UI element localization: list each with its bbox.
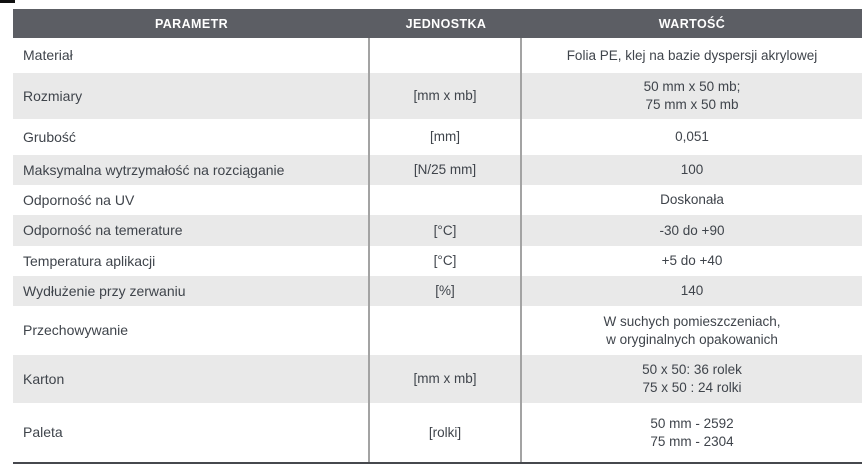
cell-wartosc: 100 xyxy=(522,155,862,185)
cell-wartosc: 50 mm - 2592 75 mm - 2304 xyxy=(522,403,862,462)
wartosc-line: 140 xyxy=(680,283,704,299)
cell-parametr: Paleta xyxy=(13,403,370,462)
jednostka-label: [mm x mb] xyxy=(413,88,477,104)
wartosc-line: 0,051 xyxy=(675,129,709,145)
column-header-jednostka: JEDNOSTKA xyxy=(405,16,487,31)
cell-wartosc: W suchych pomieszczeniach, w oryginalnych… xyxy=(522,306,862,355)
cell-wartosc: 140 xyxy=(522,276,862,306)
column-header-wartosc: WARTOŚĆ xyxy=(658,16,726,31)
cell-parametr: Materiał xyxy=(13,38,370,73)
parametr-label: Odporność na temerature xyxy=(23,222,183,239)
wartosc-line: +5 do +40 xyxy=(661,253,723,269)
column-header-parametr: PARAMETR xyxy=(154,16,229,31)
parametr-label: Paleta xyxy=(23,424,63,441)
table-row: Wydłużenie przy zerwaniu [%] 140 xyxy=(13,276,862,306)
cell-parametr: Karton xyxy=(13,355,370,403)
wartosc-line: w oryginalnych opakowanich xyxy=(606,331,778,347)
jednostka-label: [rolki] xyxy=(428,424,462,440)
cell-jednostka: [%] xyxy=(370,276,522,306)
parametr-label: Maksymalna wytrzymałość na rozciąganie xyxy=(23,161,285,178)
parametr-label: Karton xyxy=(23,370,65,387)
wartosc-line: 75 mm x 50 mb xyxy=(645,97,739,112)
jednostka-label: [°C] xyxy=(433,222,457,238)
cell-jednostka: [mm x mb] xyxy=(370,355,522,403)
cell-jednostka: [mm] xyxy=(370,119,522,155)
cell-jednostka xyxy=(370,306,522,355)
parametr-label: Temperatura aplikacji xyxy=(23,252,156,269)
wartosc-line: 75 mm - 2304 xyxy=(650,433,734,449)
table-row: Karton [mm x mb] 50 x 50: 36 rolek 75 x 50 … xyxy=(13,355,862,403)
cell-parametr: Grubość xyxy=(13,119,370,155)
cell-wartosc: +5 do +40 xyxy=(522,246,862,276)
wartosc-line: Doskonała xyxy=(660,192,724,208)
table-row: Maksymalna wytrzymałość na rozciąganie [N… xyxy=(13,155,862,185)
wartosc-line: 75 x 50 : 24 rolki xyxy=(642,380,742,395)
cell-wartosc: Folia PE, klej na bazie dyspersji akrylo… xyxy=(522,38,862,73)
jednostka-label: [%] xyxy=(435,283,455,299)
table-row: Materiał Folia PE, klej na bazie dyspersj… xyxy=(13,38,862,73)
table-row: Grubość [mm] 0,051 xyxy=(13,119,862,155)
table-row: Paleta [rolki] 50 mm - 2592 75 mm - 2304 xyxy=(13,403,862,462)
table-header-row: PARAMETR JEDNOSTKA WARTOŚĆ xyxy=(13,9,862,38)
wartosc-line: 50 mm x 50 mb; xyxy=(643,79,741,95)
cell-parametr: Maksymalna wytrzymałość na rozciąganie xyxy=(13,155,370,185)
table-row: Przechowywanie W suchych pomieszczeniach,… xyxy=(13,306,862,355)
top-left-mark xyxy=(0,0,15,3)
parametr-label: Przechowywanie xyxy=(23,322,129,339)
cell-wartosc: -30 do +90 xyxy=(522,215,862,246)
cell-wartosc: 0,051 xyxy=(522,119,862,155)
cell-wartosc: Doskonała xyxy=(522,185,862,215)
cell-parametr: Odporność na temerature xyxy=(13,215,370,246)
parametr-label: Materiał xyxy=(23,47,73,64)
cell-jednostka: [°C] xyxy=(370,215,522,246)
wartosc-line: 50 mm - 2592 xyxy=(650,415,734,431)
cell-parametr: Wydłużenie przy zerwaniu xyxy=(13,276,370,306)
cell-parametr: Odporność na UV xyxy=(13,185,370,215)
cell-parametr: Przechowywanie xyxy=(13,306,370,355)
cell-wartosc: 50 mm x 50 mb; 75 mm x 50 mb xyxy=(522,73,862,119)
jednostka-label: [mm] xyxy=(430,129,460,145)
jednostka-label: [N/25 mm] xyxy=(413,162,477,178)
wartosc-line: W suchych pomieszczeniach, xyxy=(603,313,781,329)
jednostka-label: [mm x mb] xyxy=(413,371,477,387)
wartosc-line: 100 xyxy=(680,162,704,178)
table-row: Rozmiary [mm x mb] 50 mm x 50 mb; 75 mm x 5… xyxy=(13,73,862,119)
parametr-label: Wydłużenie przy zerwaniu xyxy=(23,282,186,299)
wartosc-line: 50 x 50: 36 rolek xyxy=(642,362,742,378)
jednostka-label: [°C] xyxy=(433,253,457,269)
cell-wartosc: 50 x 50: 36 rolek 75 x 50 : 24 rolki xyxy=(522,355,862,403)
table-row: Odporność na temerature [°C] -30 do +90 xyxy=(13,215,862,246)
parametr-label: Odporność na UV xyxy=(23,191,135,208)
cell-jednostka xyxy=(370,185,522,215)
parametr-label: Grubość xyxy=(23,128,76,145)
wartosc-line: -30 do +90 xyxy=(659,222,725,238)
cell-jednostka: [mm x mb] xyxy=(370,73,522,119)
product-spec-table: PARAMETR JEDNOSTKA WARTOŚĆ Materiał Folia… xyxy=(13,9,862,464)
cell-jednostka: [°C] xyxy=(370,246,522,276)
cell-jednostka: [N/25 mm] xyxy=(370,155,522,185)
cell-parametr: Rozmiary xyxy=(13,73,370,119)
table-bottom-border xyxy=(13,462,862,464)
table-body: Materiał Folia PE, klej na bazie dyspersj… xyxy=(13,38,862,462)
parametr-label: Rozmiary xyxy=(23,87,83,104)
wartosc-line: Folia PE, klej na bazie dyspersji akrylo… xyxy=(566,47,818,63)
table-row: Odporność na UV Doskonała xyxy=(13,185,862,215)
cell-parametr: Temperatura aplikacji xyxy=(13,246,370,276)
table-row: Temperatura aplikacji [°C] +5 do +40 xyxy=(13,246,862,276)
cell-jednostka xyxy=(370,38,522,73)
cell-jednostka: [rolki] xyxy=(370,403,522,462)
